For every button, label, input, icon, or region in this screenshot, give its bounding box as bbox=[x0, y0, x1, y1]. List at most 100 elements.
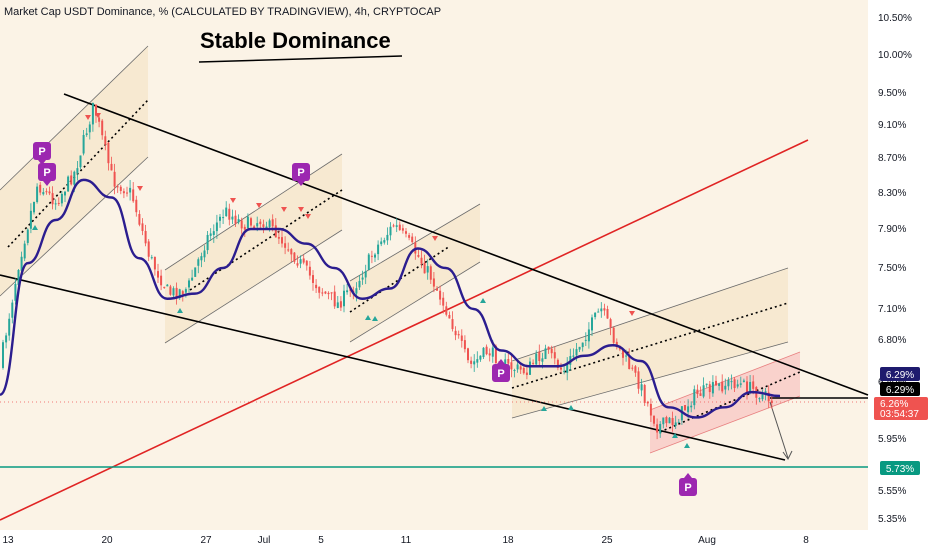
candle-body bbox=[708, 384, 711, 393]
candle-body bbox=[91, 102, 94, 125]
candle-body bbox=[14, 283, 17, 301]
candle-body bbox=[321, 292, 324, 294]
candle-body bbox=[82, 134, 85, 154]
time-tick-label: 8 bbox=[803, 535, 809, 546]
price-tick-label: 5.95% bbox=[878, 434, 906, 445]
tag-support: 5.73% bbox=[886, 464, 914, 475]
sell-arrow bbox=[298, 207, 304, 212]
candle-body bbox=[383, 240, 386, 243]
channel-2-upper bbox=[164, 153, 343, 271]
candle-body bbox=[240, 220, 243, 229]
buy-arrow bbox=[32, 225, 38, 230]
candle-body bbox=[494, 345, 497, 364]
candle-body bbox=[538, 351, 541, 362]
candle-body bbox=[637, 371, 640, 389]
candle-body bbox=[305, 260, 308, 266]
upper-wedge-line bbox=[63, 93, 869, 396]
chart-header: Market Cap USDT Dominance, % (CALCULATED… bbox=[4, 6, 441, 18]
candle-body bbox=[389, 226, 392, 236]
price-tick-label: 7.10% bbox=[878, 304, 906, 315]
axis-panel bbox=[868, 0, 932, 550]
candle-body bbox=[460, 335, 463, 341]
p-markers: P P P P P bbox=[33, 142, 697, 496]
candle-body bbox=[296, 263, 299, 266]
candle-body bbox=[287, 249, 290, 251]
time-tick-label: 18 bbox=[502, 535, 514, 546]
candle-body bbox=[265, 226, 268, 228]
candle-body bbox=[20, 256, 23, 271]
candle-body bbox=[231, 216, 234, 220]
p-marker-box bbox=[38, 163, 56, 181]
sell-arrow bbox=[281, 207, 287, 212]
candle-body bbox=[293, 252, 296, 262]
candle-body bbox=[290, 249, 293, 255]
candle-body bbox=[76, 168, 79, 174]
candle-body bbox=[417, 255, 420, 257]
candle-body bbox=[451, 319, 454, 330]
candle-body bbox=[547, 346, 550, 350]
tag-last-bg bbox=[874, 397, 928, 420]
tag-last: 6.26% bbox=[880, 399, 908, 410]
candle-body bbox=[476, 359, 479, 363]
candle-body bbox=[401, 228, 404, 231]
p-marker-tip bbox=[297, 181, 305, 186]
candle-body bbox=[587, 329, 590, 342]
time-axis[interactable]: 13 20 27 Jul 5 11 18 25 Aug 8 bbox=[2, 535, 809, 546]
candle-body bbox=[454, 330, 457, 336]
candle-body bbox=[147, 241, 150, 257]
candle-body bbox=[767, 392, 770, 402]
channel-3-lower bbox=[349, 261, 481, 343]
price-tick-label: 5.55% bbox=[878, 486, 906, 497]
sell-arrow bbox=[305, 214, 311, 219]
candle-body bbox=[135, 199, 138, 213]
candle-body bbox=[705, 383, 708, 385]
candle-body bbox=[721, 381, 724, 392]
candle-body bbox=[491, 347, 494, 357]
price-tick-label: 5.35% bbox=[878, 514, 906, 525]
candle-body bbox=[42, 192, 45, 195]
tag-ma-bg bbox=[880, 367, 920, 381]
candle-body bbox=[141, 223, 144, 231]
candle-body bbox=[215, 222, 218, 232]
candle-body bbox=[634, 366, 637, 373]
candle-body bbox=[163, 286, 166, 288]
candle-body bbox=[219, 216, 221, 221]
candle-body bbox=[724, 385, 727, 390]
candle-body bbox=[516, 364, 519, 370]
candle-body bbox=[594, 312, 597, 318]
candle-body bbox=[138, 213, 141, 225]
channel-4-lower bbox=[511, 341, 789, 419]
candle-body bbox=[730, 381, 733, 383]
channel-2-lower bbox=[164, 229, 343, 344]
candle-body bbox=[411, 236, 414, 243]
candle-body bbox=[746, 381, 748, 393]
candle-body bbox=[544, 348, 547, 360]
candle-body bbox=[640, 384, 643, 391]
candle-body bbox=[95, 104, 97, 116]
p-marker: P bbox=[679, 473, 697, 496]
candle-body bbox=[153, 256, 156, 270]
candle-body bbox=[749, 381, 752, 394]
candle-body bbox=[609, 319, 612, 328]
candle-body bbox=[457, 334, 460, 336]
candle-body bbox=[764, 391, 767, 393]
candle-body bbox=[643, 385, 646, 403]
buy-arrow bbox=[480, 298, 486, 303]
candle-body bbox=[671, 418, 674, 425]
buy-arrow bbox=[177, 308, 183, 313]
candle-body bbox=[513, 370, 516, 372]
candle-body bbox=[504, 359, 507, 368]
candle-body bbox=[488, 353, 491, 356]
candle-body bbox=[60, 193, 63, 204]
price-tick-label: 10.50% bbox=[878, 13, 912, 24]
annotation-title: Stable Dominance bbox=[200, 28, 391, 53]
sell-arrow bbox=[432, 236, 438, 241]
candle-body bbox=[361, 277, 364, 280]
candle-body bbox=[122, 191, 125, 194]
candle-body bbox=[761, 394, 764, 400]
candle-body bbox=[420, 257, 423, 264]
candle-body bbox=[166, 284, 169, 287]
candle-body bbox=[315, 284, 318, 289]
candle-body bbox=[674, 422, 677, 426]
